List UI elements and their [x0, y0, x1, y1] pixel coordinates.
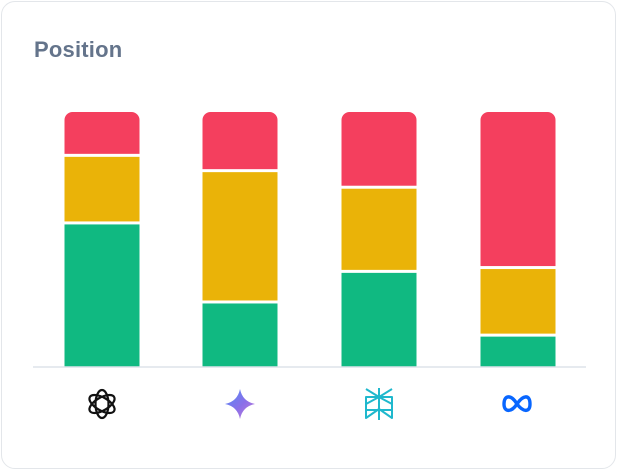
bar-segment-2[interactable]	[64, 156, 140, 222]
bar-segment-3[interactable]	[202, 112, 278, 170]
bar-segment-1[interactable]	[341, 272, 417, 367]
bar-perplexity[interactable]	[341, 112, 417, 367]
bar-segment-3[interactable]	[480, 112, 556, 267]
bar-segment-3[interactable]	[64, 112, 140, 154]
openai-logo-icon[interactable]	[87, 388, 118, 420]
meta-logo-icon[interactable]	[502, 395, 532, 413]
perplexity-logo-icon[interactable]	[365, 388, 393, 420]
gemini-logo-icon[interactable]	[225, 389, 255, 419]
bar-openai[interactable]	[64, 112, 140, 367]
bar-segment-1[interactable]	[64, 224, 140, 367]
bar-gemini[interactable]	[202, 112, 278, 367]
bar-segment-2[interactable]	[202, 172, 278, 301]
bar-segment-2[interactable]	[480, 269, 556, 334]
bar-meta[interactable]	[480, 112, 556, 367]
bar-segment-1[interactable]	[480, 336, 556, 367]
bar-segment-2[interactable]	[341, 188, 417, 270]
card-title: Position	[34, 37, 123, 62]
bar-segment-3[interactable]	[341, 112, 417, 186]
bar-segment-1[interactable]	[202, 303, 278, 367]
bars-group	[64, 112, 556, 367]
